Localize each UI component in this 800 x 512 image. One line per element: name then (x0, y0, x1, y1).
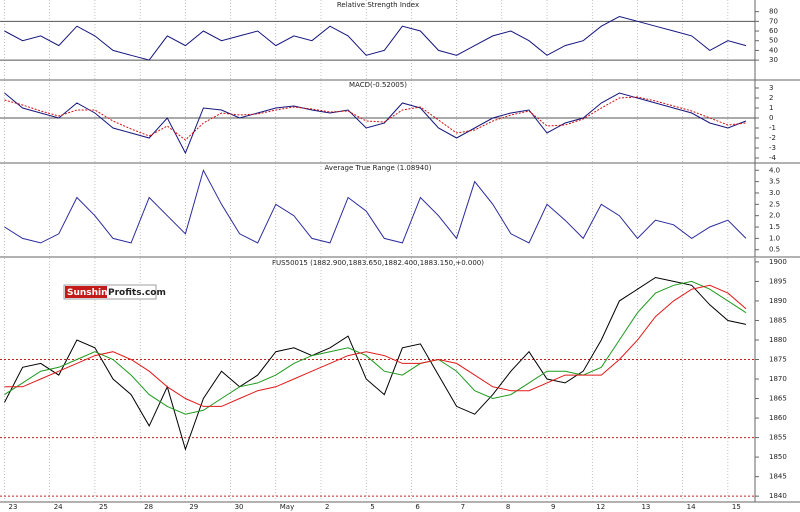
logo-text: Profits.com (108, 288, 166, 298)
y-tick-label: 3.5 (769, 178, 780, 186)
panel-title: Average True Range (1.08940) (325, 164, 432, 172)
y-tick-label: 1840 (769, 492, 787, 500)
x-tick-label: 9 (551, 503, 555, 511)
x-tick-label: 28 (144, 503, 153, 511)
y-tick-label: 1895 (769, 277, 787, 285)
y-tick-label: -4 (769, 154, 777, 162)
panel-title: FUS50015 (1882.900,1883.650,1882.400,188… (272, 259, 484, 267)
y-tick-label: 60 (769, 27, 778, 35)
logo-text: Sunshine (67, 288, 114, 298)
panel-title: MACD(-0.52005) (349, 81, 407, 89)
y-tick-label: 50 (769, 37, 778, 45)
y-tick-label: 4.0 (769, 166, 780, 174)
series-line (4, 284, 747, 407)
x-tick-label: 15 (732, 503, 741, 511)
series-line (4, 280, 747, 415)
y-tick-label: 1 (769, 104, 773, 112)
series-line (4, 15, 747, 61)
logo: Sunshine Profits.com (63, 284, 166, 300)
y-tick-label: 1.0 (769, 234, 780, 242)
x-tick-label: 2 (325, 503, 329, 511)
y-tick-label: 1860 (769, 414, 787, 422)
series-line (4, 96, 747, 141)
y-tick-label: 1875 (769, 356, 787, 364)
y-tick-label: 80 (769, 8, 778, 16)
y-tick-label: 1845 (769, 473, 787, 481)
y-tick-label: 1890 (769, 297, 787, 305)
y-tick-label: 1900 (769, 258, 787, 266)
series-line (4, 92, 747, 155)
y-tick-label: 2.0 (769, 212, 780, 220)
y-tick-label: -2 (769, 134, 776, 142)
x-tick-label: 14 (687, 503, 696, 511)
y-tick-label: 1870 (769, 375, 787, 383)
y-tick-label: 2 (769, 94, 773, 102)
logo-red (65, 286, 107, 298)
x-tick-label: 6 (415, 503, 420, 511)
y-tick-label: 70 (769, 17, 778, 25)
y-tick-label: 40 (769, 46, 778, 54)
x-tick-label: May (280, 503, 294, 511)
y-tick-label: 3.0 (769, 189, 780, 197)
y-tick-label: 1.5 (769, 223, 780, 231)
x-tick-label: 7 (461, 503, 465, 511)
y-tick-label: 0 (769, 114, 773, 122)
series-line (4, 168, 747, 244)
y-tick-label: 1855 (769, 434, 787, 442)
y-tick-label: 2.5 (769, 200, 780, 208)
x-tick-label: 8 (506, 503, 510, 511)
x-tick-label: 24 (54, 503, 63, 511)
x-tick-label: 12 (596, 503, 605, 511)
x-tick-label: 13 (641, 503, 650, 511)
y-tick-label: 1880 (769, 336, 787, 344)
series-line (4, 276, 747, 451)
x-tick-label: 29 (189, 503, 198, 511)
x-tick-label: 5 (370, 503, 374, 511)
y-tick-label: 30 (769, 56, 778, 64)
x-tick-label: 30 (235, 503, 244, 511)
y-tick-label: 1885 (769, 316, 787, 324)
y-tick-label: 0.5 (769, 246, 780, 254)
y-tick-label: 3 (769, 84, 773, 92)
x-tick-label: 25 (99, 503, 108, 511)
y-tick-label: 1850 (769, 453, 787, 461)
y-tick-label: 1865 (769, 395, 787, 403)
y-tick-label: -3 (769, 144, 776, 152)
x-tick-label: 23 (9, 503, 18, 511)
y-tick-label: -1 (769, 124, 776, 132)
panel-title: Relative Strength Index (337, 1, 419, 9)
